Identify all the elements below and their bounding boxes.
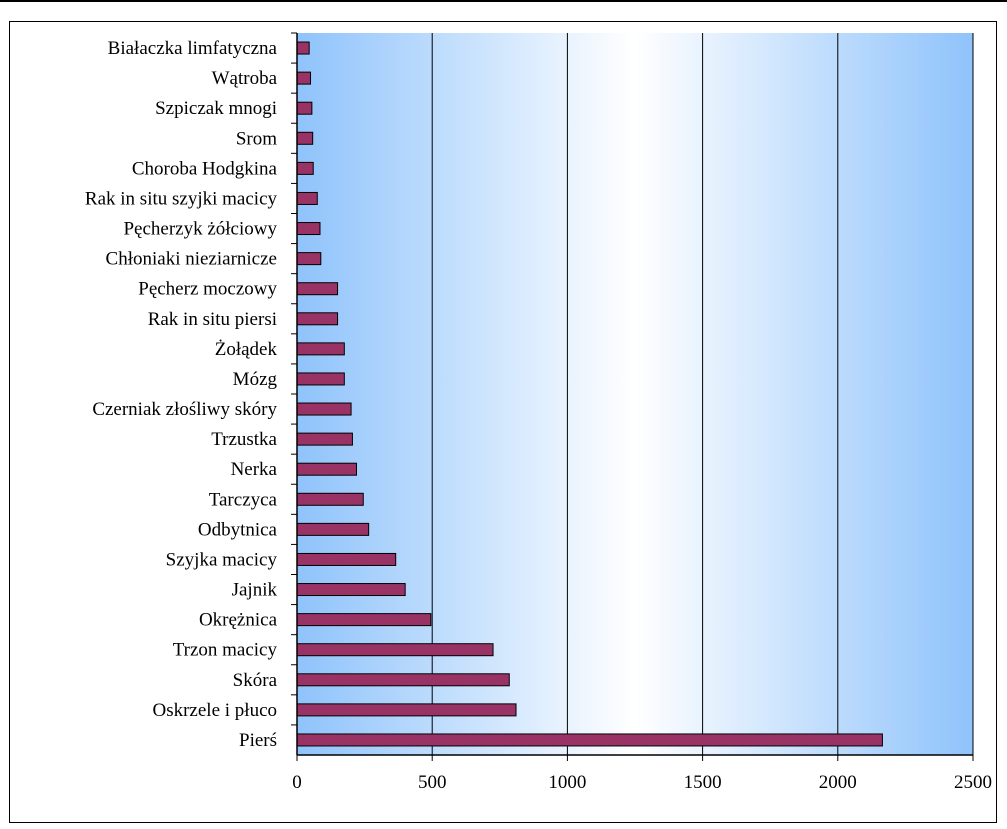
category-label: Srom [236, 128, 277, 149]
category-label: Trzustka [211, 429, 277, 450]
bar [296, 432, 353, 446]
category-label: Pęcherzyk żółciowy [123, 219, 277, 240]
x-tick-label: 500 [418, 772, 447, 793]
category-label: Rak in situ szyjki macicy [85, 188, 278, 209]
category-label: Rak in situ piersi [148, 309, 277, 330]
category-label: Tarczyca [209, 489, 278, 510]
category-label: Okrężnica [199, 610, 278, 631]
bar [296, 492, 364, 506]
x-tick-labels: 0 500 1000 1500 2000 2500 [292, 755, 992, 793]
category-label: Wątroba [212, 68, 278, 89]
category-label: Białaczka limfatyczna [108, 38, 278, 59]
bar [296, 161, 314, 175]
bar [296, 252, 322, 266]
category-label: Nerka [231, 459, 278, 480]
top-underline-mark [734, 0, 807, 2]
bar [296, 342, 345, 356]
category-label: Szyjka macicy [166, 549, 278, 570]
plot-area-background [297, 33, 973, 755]
bar [296, 41, 310, 55]
bar [296, 191, 318, 205]
x-tick-label: 1000 [548, 772, 586, 793]
bar [296, 613, 432, 627]
bar [296, 71, 312, 85]
category-labels: Białaczka limfatyczna Wątroba Szpiczak mno… [85, 38, 278, 751]
bar [296, 312, 339, 326]
bar [296, 643, 494, 657]
x-tick-label: 0 [292, 772, 302, 793]
category-label: Pęcherz moczowy [138, 279, 277, 300]
bar [296, 372, 345, 386]
bar [296, 552, 397, 566]
category-label: Oskrzele i płuco [152, 700, 277, 721]
category-label: Skóra [233, 670, 278, 691]
category-label: Odbytnica [198, 519, 278, 540]
bar [296, 703, 517, 717]
x-tick-label: 2500 [954, 772, 992, 793]
bar [296, 101, 313, 115]
bar [296, 402, 352, 416]
x-tick-label: 2000 [819, 772, 857, 793]
category-label: Choroba Hodgkina [132, 158, 278, 179]
top-border-line [0, 0, 1007, 2]
category-label: Czerniak złośliwy skóry [92, 399, 277, 420]
category-label: Żołądek [215, 339, 278, 360]
bar [296, 282, 339, 296]
bar [296, 131, 314, 145]
bar [296, 222, 321, 236]
bar [296, 462, 357, 476]
bar [296, 583, 406, 597]
category-label: Jajnik [232, 580, 278, 601]
bar [296, 733, 883, 747]
category-label: Mózg [233, 369, 278, 390]
bar [296, 673, 510, 687]
x-tick-label: 1500 [684, 772, 722, 793]
category-label: Chłoniaki nieziarnicze [106, 249, 277, 270]
axes [296, 33, 974, 756]
category-label: Szpiczak mnogi [155, 98, 277, 119]
bar [296, 522, 370, 536]
category-label: Pierś [239, 730, 277, 751]
category-label: Trzon macicy [173, 640, 278, 661]
